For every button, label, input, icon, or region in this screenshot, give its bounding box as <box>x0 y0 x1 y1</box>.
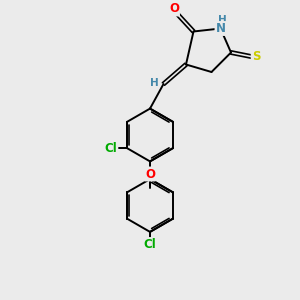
Text: O: O <box>145 167 155 181</box>
Text: N: N <box>215 22 226 35</box>
Text: Cl: Cl <box>144 238 156 251</box>
Text: H: H <box>150 77 159 88</box>
Text: S: S <box>252 50 260 64</box>
Text: H: H <box>218 15 226 25</box>
Text: Cl: Cl <box>104 142 117 155</box>
Text: O: O <box>169 2 179 16</box>
